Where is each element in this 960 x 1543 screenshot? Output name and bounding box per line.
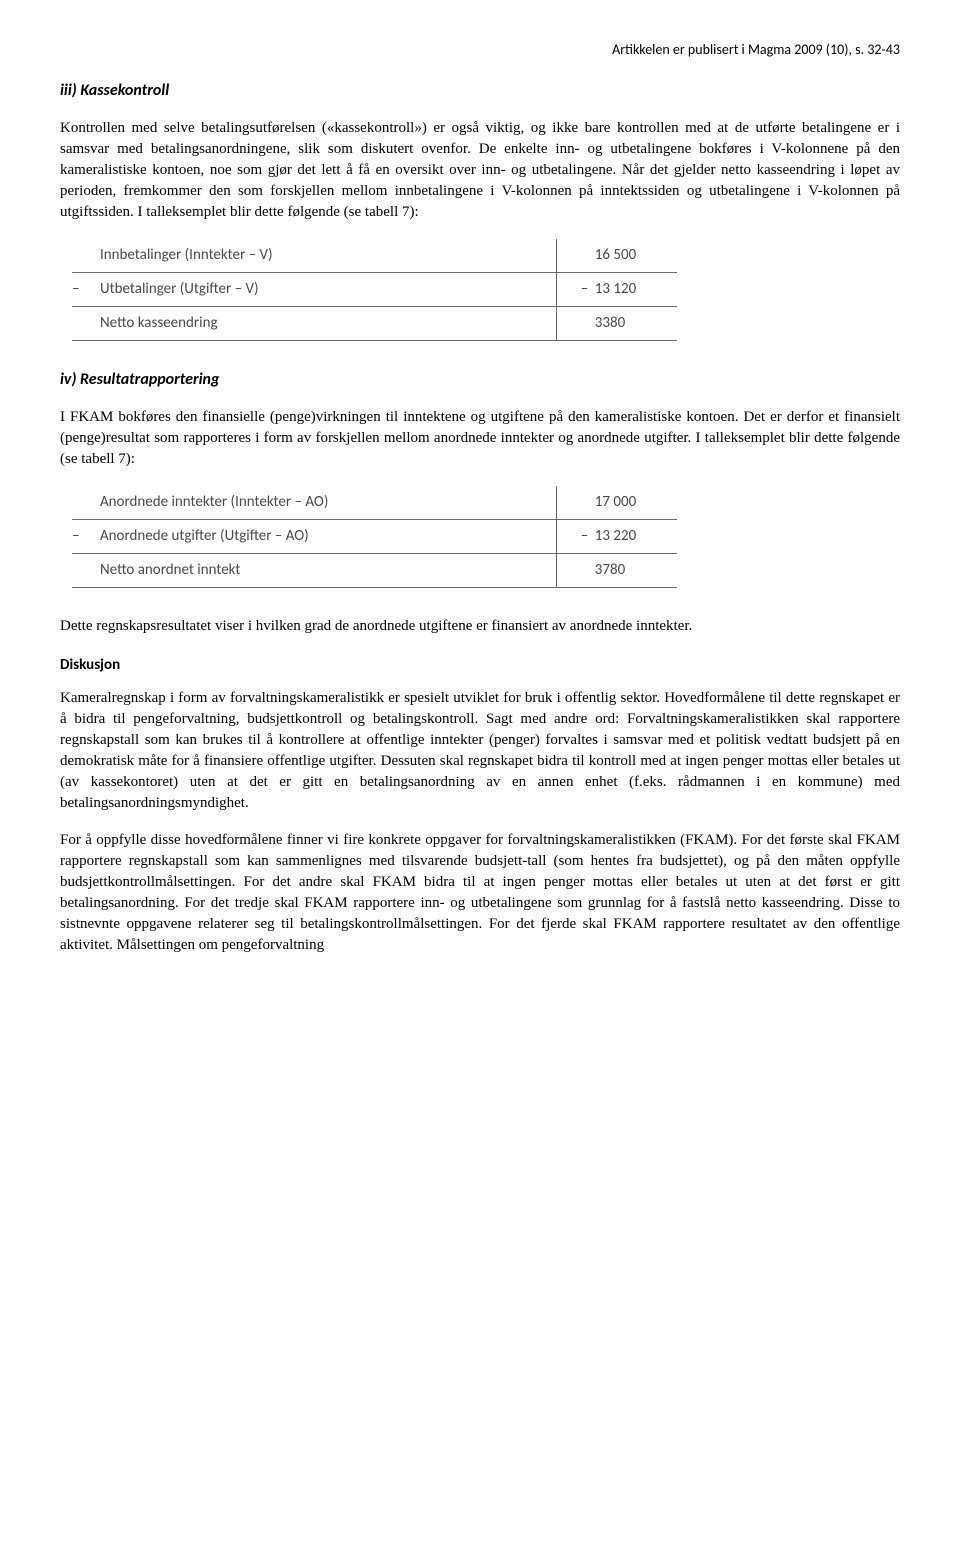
- paragraph-kassekontroll: Kontrollen med selve betalingsutførelsen…: [60, 118, 900, 223]
- table-row: – Utbetalinger (Utgifter – V) – 13 120: [72, 272, 677, 306]
- section-heading-resultatrapportering: iv) Resultatrapportering: [60, 369, 900, 391]
- row-value: 3380: [557, 313, 677, 334]
- row-label: Innbetalinger (Inntekter – V): [100, 245, 556, 266]
- row-label: Anordnede inntekter (Inntekter – AO): [100, 492, 556, 513]
- row-label: Netto anordnet inntekt: [100, 560, 556, 581]
- table-row: – Anordnede utgifter (Utgifter – AO) – 1…: [72, 519, 677, 553]
- table-row: Netto anordnet inntekt 3780: [72, 553, 677, 588]
- publication-reference: Artikkelen er publisert i Magma 2009 (10…: [60, 40, 900, 60]
- paragraph-diskusjon-1: Kameralregnskap i form av forvaltningska…: [60, 688, 900, 814]
- row-sign: –: [72, 279, 100, 300]
- row-sign: –: [72, 526, 100, 547]
- paragraph-diskusjon-2: For å oppfylle disse hovedformålene finn…: [60, 830, 900, 956]
- row-value: 3780: [557, 560, 677, 581]
- table-kasseendring: Innbetalinger (Inntekter – V) 16 500 – U…: [72, 239, 677, 341]
- section-heading-kassekontroll: iii) Kassekontroll: [60, 80, 900, 102]
- row-label: Netto kasseendring: [100, 313, 556, 334]
- table-row: Innbetalinger (Inntekter – V) 16 500: [72, 239, 677, 272]
- paragraph-resultatrapportering: I FKAM bokføres den finansielle (penge)v…: [60, 407, 900, 470]
- row-value: – 13 120: [557, 279, 677, 300]
- paragraph-result-summary: Dette regnskapsresultatet viser i hvilke…: [60, 616, 900, 637]
- table-row: Anordnede inntekter (Inntekter – AO) 17 …: [72, 486, 677, 519]
- table-anordnet-inntekt: Anordnede inntekter (Inntekter – AO) 17 …: [72, 486, 677, 588]
- row-value: 16 500: [557, 245, 677, 266]
- row-label: Utbetalinger (Utgifter – V): [100, 279, 556, 300]
- section-heading-diskusjon: Diskusjon: [60, 655, 900, 676]
- row-label: Anordnede utgifter (Utgifter – AO): [100, 526, 556, 547]
- row-value: 17 000: [557, 492, 677, 513]
- row-value: – 13 220: [557, 526, 677, 547]
- table-row: Netto kasseendring 3380: [72, 306, 677, 341]
